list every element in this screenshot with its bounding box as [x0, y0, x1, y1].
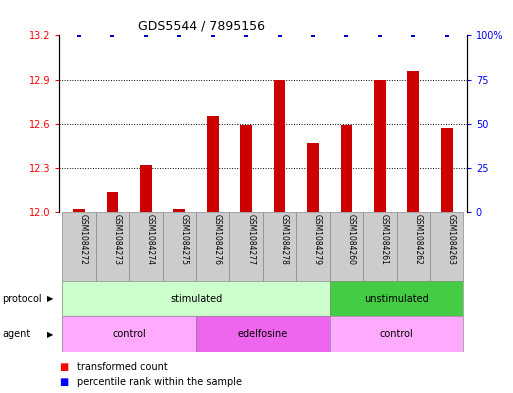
Bar: [63, 212, 96, 281]
Bar: [330, 212, 363, 281]
Point: [209, 32, 217, 39]
Bar: [297, 212, 330, 281]
Bar: [196, 316, 330, 352]
Bar: [274, 79, 285, 212]
Text: unstimulated: unstimulated: [364, 294, 429, 304]
Point: [175, 32, 184, 39]
Bar: [140, 165, 152, 212]
Bar: [73, 209, 85, 212]
Point: [108, 32, 116, 39]
Bar: [263, 212, 297, 281]
Text: GSM1084262: GSM1084262: [413, 214, 422, 265]
Text: GSM1084273: GSM1084273: [112, 214, 122, 265]
Bar: [430, 212, 463, 281]
Bar: [207, 116, 219, 212]
Point: [409, 32, 418, 39]
Text: GSM1084261: GSM1084261: [380, 214, 389, 265]
Text: GSM1084277: GSM1084277: [246, 214, 255, 265]
Text: GSM1084260: GSM1084260: [346, 214, 356, 265]
Text: GSM1084263: GSM1084263: [447, 214, 456, 265]
Text: stimulated: stimulated: [170, 294, 222, 304]
Text: GSM1084275: GSM1084275: [180, 214, 188, 265]
Text: percentile rank within the sample: percentile rank within the sample: [77, 377, 242, 387]
Point: [342, 32, 350, 39]
Bar: [374, 79, 386, 212]
Text: transformed count: transformed count: [77, 362, 168, 373]
Text: agent: agent: [3, 329, 31, 339]
Bar: [63, 281, 330, 316]
Bar: [307, 143, 319, 212]
Text: control: control: [380, 329, 413, 339]
Text: protocol: protocol: [3, 294, 42, 304]
Bar: [241, 125, 252, 212]
Bar: [407, 71, 419, 212]
Bar: [96, 212, 129, 281]
Text: GSM1084276: GSM1084276: [213, 214, 222, 265]
Bar: [441, 128, 452, 212]
Bar: [397, 212, 430, 281]
Bar: [363, 212, 397, 281]
Bar: [173, 209, 185, 212]
Text: ■: ■: [59, 362, 68, 373]
Bar: [107, 191, 119, 212]
Text: ▶: ▶: [47, 330, 54, 338]
Bar: [330, 316, 463, 352]
Text: GSM1084274: GSM1084274: [146, 214, 155, 265]
Bar: [330, 281, 463, 316]
Text: ■: ■: [59, 377, 68, 387]
Text: ▶: ▶: [47, 294, 54, 303]
Text: edelfosine: edelfosine: [238, 329, 288, 339]
Point: [309, 32, 317, 39]
Bar: [163, 212, 196, 281]
Point: [242, 32, 250, 39]
Bar: [229, 212, 263, 281]
Text: GSM1084278: GSM1084278: [280, 214, 289, 265]
Point: [275, 32, 284, 39]
Bar: [129, 212, 163, 281]
Bar: [196, 212, 229, 281]
Text: GDS5544 / 7895156: GDS5544 / 7895156: [138, 20, 265, 33]
Point: [443, 32, 451, 39]
Point: [142, 32, 150, 39]
Text: GSM1084272: GSM1084272: [79, 214, 88, 265]
Bar: [341, 125, 352, 212]
Point: [75, 32, 83, 39]
Text: GSM1084279: GSM1084279: [313, 214, 322, 265]
Point: [376, 32, 384, 39]
Bar: [63, 316, 196, 352]
Text: control: control: [112, 329, 146, 339]
